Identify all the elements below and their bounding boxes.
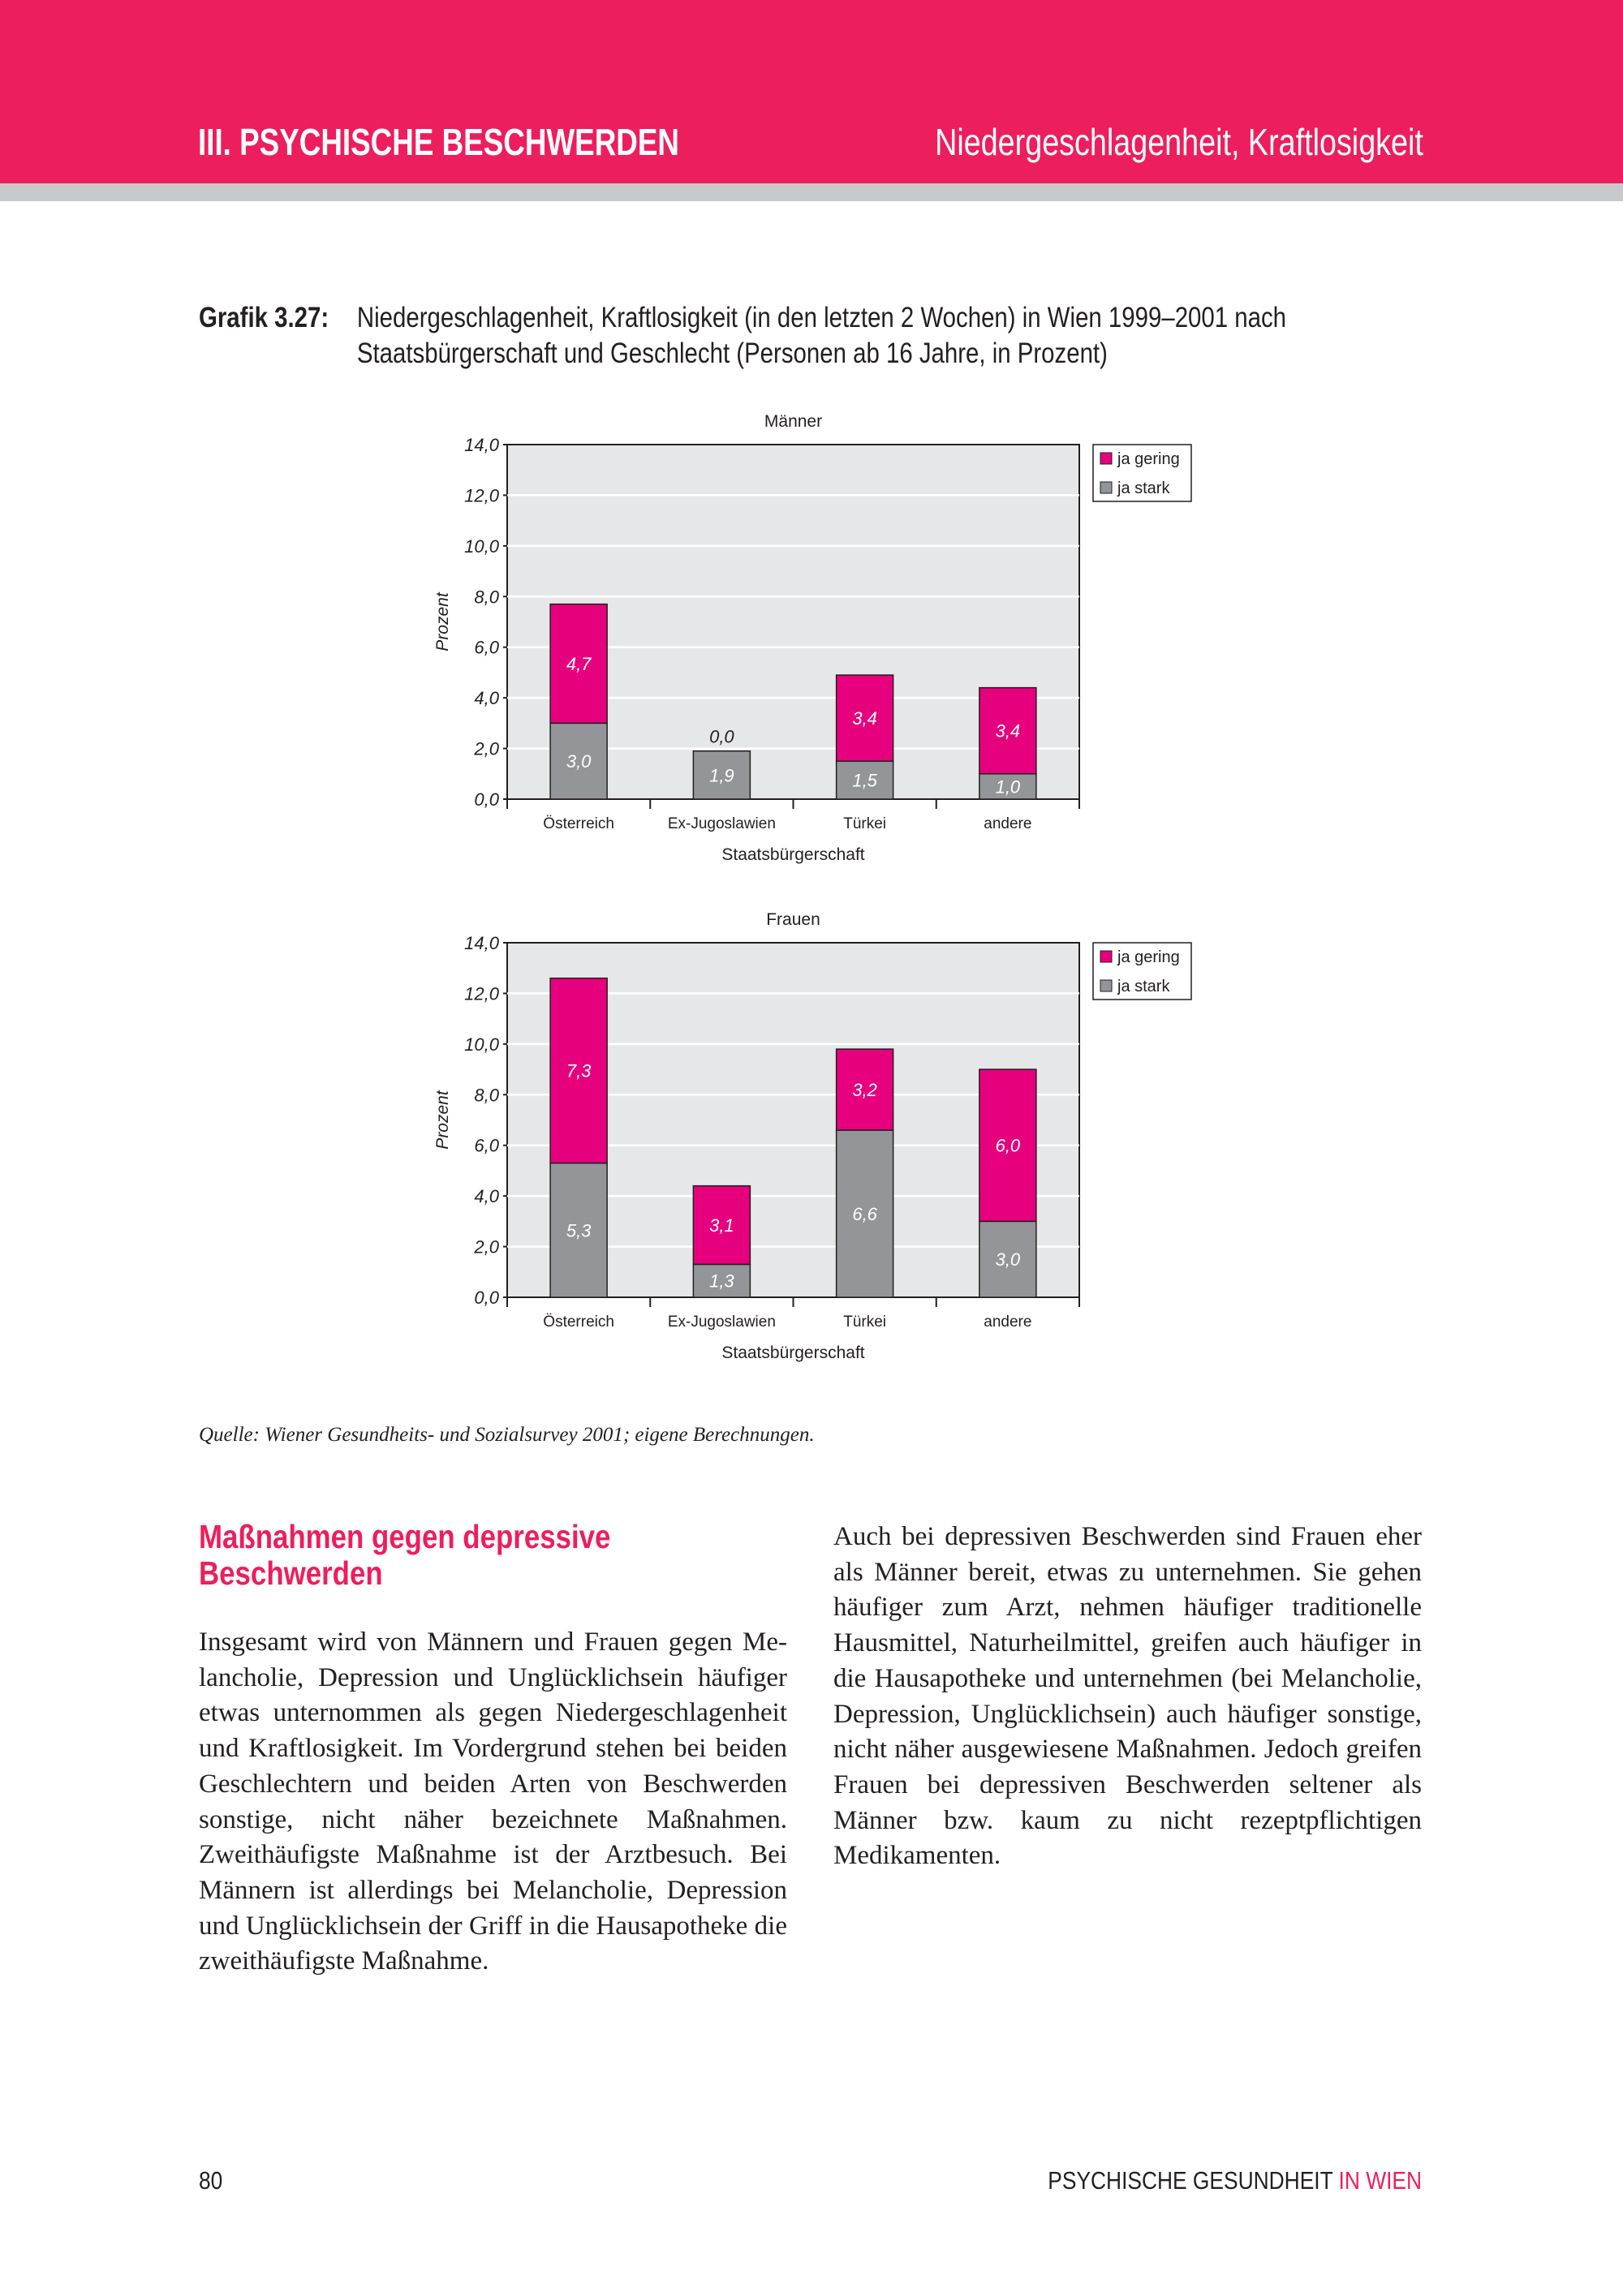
y-tick-label: 6,0 [474, 1136, 499, 1156]
y-tick-label: 0,0 [474, 1288, 499, 1308]
y-tick-label: 14,0 [464, 933, 500, 953]
bar-segment-ja-gering [549, 977, 608, 1164]
x-tick-label: Ex-Jugoslawien [668, 815, 776, 832]
data-label: 5,3 [566, 1220, 592, 1240]
body-text-left: Insgesamt wird von Männern und Frauen ge… [199, 1627, 787, 1976]
page-number: 80 [199, 2166, 223, 2195]
y-tick-label: 2,0 [473, 1237, 499, 1258]
data-label: 1,3 [709, 1271, 734, 1292]
chart-frauen: 0,0 2,0 4,0 6,0 8,0 10,0 12,0 14,0 5,3 7,3 Österre… [433, 910, 1192, 1362]
topic-title: Niedergeschlagenheit, Kraftlosigkeit [935, 121, 1423, 163]
bar-segment-ja-stark [835, 1129, 894, 1298]
y-tick-label: 0,0 [474, 789, 499, 810]
y-tick-label: 10,0 [464, 536, 500, 557]
data-label: 1,9 [709, 765, 734, 785]
footer-title-main: PSYCHISCHE GESUNDHEIT [1048, 2166, 1339, 2195]
bar-segment-ja-stark [979, 773, 1037, 800]
legend-swatch [1100, 950, 1113, 963]
y-tick-label: 14,0 [464, 435, 500, 455]
y-tick-label: 2,0 [473, 739, 499, 759]
footer-title-accent: IN WIEN [1338, 2166, 1422, 2195]
bar-segment-ja-stark [979, 1220, 1037, 1298]
data-label: 6,0 [996, 1136, 1021, 1156]
data-label: 3,0 [996, 1249, 1021, 1270]
x-tick-label: andere [984, 815, 1031, 832]
data-label: 3,4 [996, 721, 1021, 742]
x-axis-title: Staatsbürgerschaft [721, 1344, 864, 1362]
figure-caption-text: Niedergeschlagenheit, Kraftlosigkeit (in… [356, 302, 1287, 369]
body-text-right: Auch bei depressiven Beschwerden sind Fr… [833, 1522, 1422, 1871]
data-label: 0,0 [709, 727, 734, 747]
y-tick-label: 12,0 [464, 485, 500, 505]
legend-label: ja gering [1117, 450, 1180, 468]
chart-title: Männer [764, 412, 822, 431]
y-tick-label: 12,0 [464, 983, 500, 1004]
chart-maenner: 0,0 2,0 4,0 6,0 8,0 10,0 12,0 14,0 3,0 4,7 Österre… [433, 412, 1192, 864]
x-tick-label: Ex-Jugoslawien [668, 1314, 776, 1331]
section-title: III. PSYCHISCHE BESCHWERDEN [198, 121, 679, 163]
x-axis-title: Staatsbürgerschaft [721, 845, 864, 864]
page-header-band [0, 0, 1623, 183]
x-tick-label: andere [984, 1314, 1031, 1331]
legend-label: ja gering [1117, 948, 1180, 966]
data-label: 4,7 [566, 654, 592, 674]
legend-label: ja stark [1117, 978, 1170, 995]
data-label: 3,1 [709, 1215, 734, 1236]
data-label: 3,4 [852, 708, 877, 729]
bar-segment-ja-stark [549, 1162, 608, 1298]
bar-segment-ja-stark [692, 750, 751, 800]
legend-swatch [1100, 979, 1113, 992]
figure-label: Grafik 3.27: [199, 302, 329, 333]
bar-segment-ja-stark [835, 760, 894, 800]
bar-segment-ja-gering [692, 1185, 751, 1266]
bar-segment-ja-gering [549, 603, 608, 724]
source-note: Quelle: Wiener Gesundheits- und Sozialsu… [199, 1424, 815, 1446]
data-label: 1,5 [852, 771, 877, 791]
y-tick-label: 10,0 [464, 1034, 500, 1055]
y-tick-label: 8,0 [474, 587, 499, 607]
legend-swatch [1100, 452, 1113, 465]
x-tick-label: Türkei [843, 815, 886, 832]
x-tick-label: Türkei [843, 1314, 886, 1331]
footer-title: PSYCHISCHE GESUNDHEIT IN WIEN [1048, 2166, 1422, 2195]
data-label: 6,6 [852, 1204, 877, 1224]
section-heading: Maßnahmen gegen depressive Beschwerden [199, 1518, 611, 1592]
y-tick-label: 8,0 [474, 1085, 499, 1105]
bar-segment-ja-gering [835, 1048, 894, 1131]
y-tick-label: 6,0 [474, 638, 499, 658]
legend-swatch [1100, 481, 1113, 494]
figure-caption: Grafik 3.27: Niedergeschlagenheit, Kraft… [199, 300, 1412, 372]
legend-label: ja stark [1117, 479, 1170, 497]
x-tick-label: Österreich [543, 1314, 614, 1331]
data-label: 3,2 [852, 1080, 877, 1100]
data-label: 3,0 [566, 751, 592, 772]
y-axis-title: Prozent [433, 591, 452, 651]
bar-segment-ja-stark [692, 1263, 751, 1298]
y-tick-label: 4,0 [474, 1186, 499, 1206]
y-tick-label: 4,0 [474, 688, 499, 708]
y-axis-title: Prozent [433, 1090, 452, 1150]
bar-segment-ja-gering [979, 686, 1037, 775]
chart-title: Frauen [766, 910, 820, 929]
header-divider [0, 183, 1623, 201]
data-label: 7,3 [566, 1061, 592, 1081]
bar-segment-ja-gering [979, 1068, 1037, 1223]
data-label: 1,0 [996, 776, 1021, 797]
bar-segment-ja-gering [835, 674, 894, 762]
x-tick-label: Österreich [543, 815, 614, 832]
